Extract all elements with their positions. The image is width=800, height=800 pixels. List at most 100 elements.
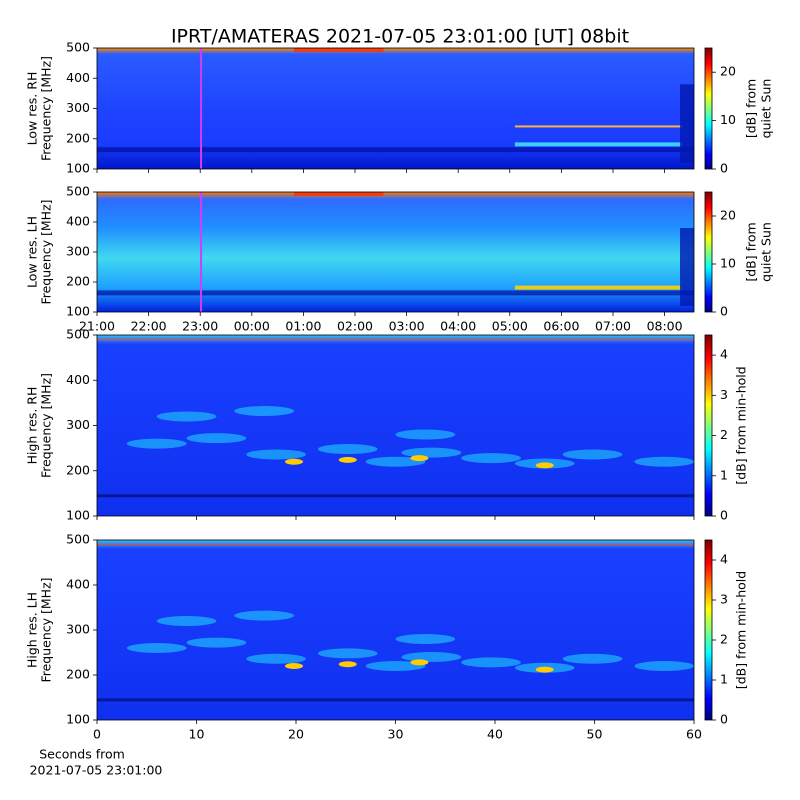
colorbar-label: [dB] from min-hold: [734, 366, 749, 484]
spectrogram-feature: [285, 458, 304, 465]
x-tick-label: 20: [288, 727, 304, 742]
spectrogram-feature: [680, 84, 694, 163]
spectrogram-feature: [97, 147, 694, 153]
spectrogram-feature: [246, 449, 306, 460]
colorbar-label: quiet Sun: [759, 222, 774, 282]
y-tick-label: 300: [66, 100, 90, 115]
colorbar-tick-label: 10: [720, 112, 736, 127]
colorbar-tick-label: 3: [720, 592, 728, 607]
y-tick-label: 400: [66, 577, 90, 592]
x-tick-label: 08:00: [647, 319, 683, 334]
colorbar-label: [dB] from min-hold: [734, 571, 749, 689]
spectrogram-feature: [97, 494, 694, 498]
spectrogram-feature: [410, 455, 429, 462]
spectrogram-feature: [294, 192, 384, 196]
colorbar: [704, 191, 713, 313]
y-tick-label: 200: [66, 130, 90, 145]
chart-title: IPRT/AMATERAS 2021-07-05 23:01:00 [UT] 0…: [171, 26, 629, 48]
colorbar-tick-label: 0: [720, 712, 728, 727]
spectrogram-feature: [186, 433, 247, 444]
y-axis-label: High res. LH: [25, 592, 40, 668]
y-axis-label: Frequency [MHz]: [39, 199, 54, 304]
y-tick-label: 200: [66, 274, 90, 289]
spectrogram-feature: [338, 661, 357, 668]
spectrogram-feature: [535, 666, 554, 673]
spectrogram-feature: [401, 447, 462, 458]
y-tick-label: 300: [66, 417, 90, 432]
x-tick-label: 03:00: [389, 319, 425, 334]
y-tick-label: 500: [66, 327, 90, 342]
colorbar-tick-label: 20: [720, 64, 736, 79]
spectrogram-feature: [514, 142, 683, 147]
colorbar-label: [dB] from: [744, 222, 759, 281]
colorbar-tick-label: 1: [720, 672, 728, 687]
x-tick-label: 0: [93, 727, 101, 742]
y-axis-label: Frequency [MHz]: [39, 373, 54, 478]
spectrogram-feature: [461, 657, 521, 668]
spectrogram-feature: [126, 643, 187, 653]
y-tick-label: 400: [66, 70, 90, 85]
spectrogram-feature: [97, 338, 694, 341]
y-tick-label: 400: [66, 372, 90, 387]
y-tick-label: 300: [66, 622, 90, 637]
y-tick-label: 300: [66, 244, 90, 259]
colorbar: [704, 539, 713, 721]
spectrogram-feature: [97, 698, 694, 702]
spectrogram-feature: [365, 456, 426, 467]
spectrogram: [97, 335, 694, 516]
colorbar-tick-label: 20: [720, 208, 736, 223]
x-axis-label: 2021-07-05 23:01:00: [30, 763, 163, 778]
y-tick-label: 100: [66, 161, 90, 176]
spectrogram-feature: [317, 648, 378, 659]
x-tick-label: 07:00: [595, 319, 631, 334]
y-tick-label: 500: [66, 40, 90, 55]
spectrogram-feature: [562, 653, 623, 664]
spectrogram-feature: [97, 290, 694, 296]
colorbar-tick-label: 4: [720, 347, 728, 362]
spectrogram-feature: [97, 543, 694, 546]
y-axis-label: Low res. RH: [25, 72, 40, 146]
x-tick-label: 06:00: [543, 319, 579, 334]
spectrogram-feature: [680, 228, 694, 306]
colorbar-tick-label: 0: [720, 508, 728, 523]
colorbar: [704, 47, 713, 170]
colorbar-tick-label: 4: [720, 552, 728, 567]
y-tick-label: 100: [66, 508, 90, 523]
y-tick-label: 400: [66, 214, 90, 229]
x-tick-label: 10: [189, 727, 205, 742]
spectrogram-feature: [562, 449, 623, 460]
spectrogram-feature: [401, 652, 462, 662]
x-tick-label: 00:00: [234, 319, 270, 334]
spectrogram-feature: [156, 411, 217, 422]
x-tick-label: 21:00: [79, 319, 115, 334]
spectrogram-feature: [514, 285, 683, 290]
x-tick-label: 40: [487, 727, 503, 742]
spectrogram-feature: [246, 653, 306, 664]
x-tick-label: 22:00: [131, 319, 167, 334]
colorbar-label: quiet Sun: [759, 79, 774, 139]
spectrogram-feature: [410, 659, 429, 666]
y-tick-label: 200: [66, 667, 90, 682]
colorbar-tick-label: 10: [720, 256, 736, 271]
spectrogram-feature: [317, 444, 378, 455]
y-axis-label: Low res. LH: [25, 216, 40, 288]
spectrogram-feature: [395, 429, 456, 440]
spectrogram-feature: [186, 637, 247, 648]
spectrogram-feature: [461, 453, 521, 464]
colorbar-tick-label: 0: [720, 161, 728, 176]
x-tick-label: 02:00: [337, 319, 373, 334]
x-tick-label: 60: [686, 727, 702, 742]
x-tick-label: 01:00: [285, 319, 321, 334]
spectrogram-feature: [338, 456, 357, 463]
spectrogram-feature: [514, 125, 683, 128]
spectrogram-feature: [234, 406, 295, 417]
colorbar-tick-label: 2: [720, 632, 728, 647]
y-tick-label: 100: [66, 304, 90, 319]
y-tick-label: 200: [66, 462, 90, 477]
colorbar-tick-label: 0: [720, 304, 728, 319]
colorbar-tick-label: 2: [720, 427, 728, 442]
x-tick-label: 05:00: [492, 319, 528, 334]
x-tick-label: 23:00: [182, 319, 218, 334]
spectrogram-feature: [285, 663, 304, 669]
spectrogram-feature: [395, 634, 456, 644]
